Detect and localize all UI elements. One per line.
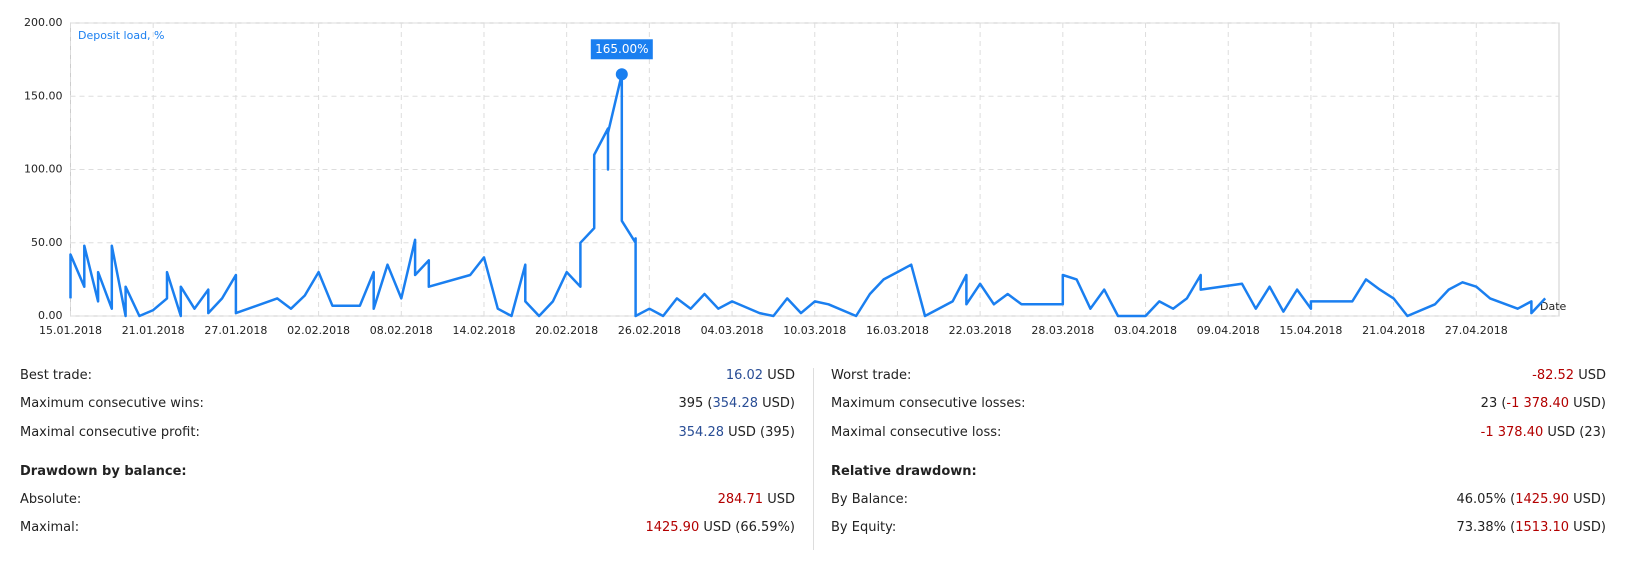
stat-value: 354.28 USD (395) bbox=[679, 425, 796, 440]
stat-value-part: 16.02 bbox=[725, 368, 764, 383]
x-tick-label: 27.04.2018 bbox=[1445, 324, 1508, 337]
peak-label-box bbox=[590, 39, 653, 60]
x-tick-label: 21.04.2018 bbox=[1362, 324, 1425, 337]
stat-value: 23 (-1 378.40 USD) bbox=[1481, 396, 1606, 411]
stat-value-part: USD bbox=[763, 368, 795, 383]
stat-value: -82.52 USD bbox=[1532, 368, 1606, 383]
stat-value: -1 378.40 USD (23) bbox=[1481, 425, 1606, 440]
y-tick-label: 150.00 bbox=[24, 89, 63, 102]
chart: Deposit load, % Date 0.00 50.00 100.00 150.… bbox=[24, 16, 1567, 337]
stat-heading: Drawdown by balance: bbox=[20, 464, 187, 479]
stat-value-part: 354.28 bbox=[678, 425, 725, 440]
stat-value: 395 (354.28 USD) bbox=[678, 396, 795, 411]
stat-label: By Equity: bbox=[831, 520, 897, 535]
stat-value: 284.71 USD bbox=[718, 492, 795, 507]
stat-row: Absolute: 284.71 USD bbox=[20, 492, 795, 512]
y-tick-label: 50.00 bbox=[31, 236, 63, 249]
x-tick-label: 14.02.2018 bbox=[452, 324, 515, 337]
stat-value-part: 23 ( bbox=[1480, 396, 1507, 411]
stat-label: Absolute: bbox=[20, 492, 82, 507]
x-tick-label: 03.04.2018 bbox=[1114, 324, 1177, 337]
stat-label: Maximum consecutive wins: bbox=[20, 396, 204, 411]
stat-row: By Equity: 73.38% (1513.10 USD) bbox=[831, 520, 1606, 540]
series-line bbox=[69, 73, 1547, 318]
x-tick-label: 16.03.2018 bbox=[866, 324, 929, 337]
x-tick-label: 27.01.2018 bbox=[204, 324, 267, 337]
stat-value-part: USD (23) bbox=[1543, 425, 1606, 440]
stat-row: Maximal consecutive loss: -1 378.40 USD (… bbox=[831, 425, 1606, 445]
x-tick-label: 28.03.2018 bbox=[1031, 324, 1094, 337]
divider bbox=[813, 368, 814, 550]
stat-value-part: -1 378.40 bbox=[1480, 425, 1544, 440]
stat-row: Maximal consecutive profit: 354.28 USD (3… bbox=[20, 425, 795, 445]
stat-value-part: USD) bbox=[1569, 396, 1606, 411]
stat-value-part: -1 378.40 bbox=[1506, 396, 1570, 411]
x-tick-label: 20.02.2018 bbox=[535, 324, 598, 337]
stat-value-part: 1425.90 bbox=[1515, 492, 1570, 507]
stat-value-part: USD) bbox=[758, 396, 795, 411]
stat-label: Worst trade: bbox=[831, 368, 912, 383]
y-tick-label: 200.00 bbox=[24, 16, 63, 29]
stat-label: Maximal consecutive profit: bbox=[20, 425, 200, 440]
stat-value-part: USD) bbox=[1569, 492, 1606, 507]
stat-value-part: 395 ( bbox=[678, 396, 713, 411]
stat-value-part: USD) bbox=[1569, 520, 1606, 535]
x-tick-label: 10.03.2018 bbox=[783, 324, 846, 337]
stat-value-part: 354.28 bbox=[712, 396, 759, 411]
stat-label: Maximum consecutive losses: bbox=[831, 396, 1026, 411]
x-tick-label: 26.02.2018 bbox=[618, 324, 681, 337]
stat-value-part: USD bbox=[1574, 368, 1606, 383]
peak-marker bbox=[615, 68, 628, 81]
stat-value-part: USD (66.59%) bbox=[699, 520, 795, 535]
stat-row: Best trade: 16.02 USD bbox=[20, 368, 795, 388]
stat-value-part: 46.05% ( bbox=[1456, 492, 1516, 507]
x-tick-label: 22.03.2018 bbox=[949, 324, 1012, 337]
x-tick-label: 02.02.2018 bbox=[287, 324, 350, 337]
stat-value-part: USD (395) bbox=[724, 425, 795, 440]
x-axis-label: Date bbox=[1540, 300, 1567, 313]
stat-row: Drawdown by balance: bbox=[20, 464, 795, 484]
stat-label: By Balance: bbox=[831, 492, 908, 507]
stat-row: Worst trade: -82.52 USD bbox=[831, 368, 1606, 388]
stat-value: 73.38% (1513.10 USD) bbox=[1456, 520, 1606, 535]
x-tick-label: 21.01.2018 bbox=[122, 324, 185, 337]
x-tick-label: 04.03.2018 bbox=[701, 324, 764, 337]
y-tick-label: 0.00 bbox=[38, 309, 63, 322]
x-tick-label: 15.04.2018 bbox=[1279, 324, 1342, 337]
stat-row: Maximum consecutive wins: 395 (354.28 USD… bbox=[20, 396, 795, 416]
stat-value: 46.05% (1425.90 USD) bbox=[1456, 492, 1606, 507]
legend-entry: Deposit load, % bbox=[78, 29, 165, 42]
stat-value-part: 1513.10 bbox=[1515, 520, 1570, 535]
x-tick-label: 15.01.2018 bbox=[39, 324, 102, 337]
stat-row: Relative drawdown: bbox=[831, 464, 1606, 484]
stat-row: Maximal: 1425.90 USD (66.59%) bbox=[20, 520, 795, 540]
stat-value: 1425.90 USD (66.59%) bbox=[645, 520, 795, 535]
stat-value: 16.02 USD bbox=[726, 368, 795, 383]
stat-label: Maximal consecutive loss: bbox=[831, 425, 1002, 440]
x-tick-label: 09.04.2018 bbox=[1197, 324, 1260, 337]
stat-label: Maximal: bbox=[20, 520, 80, 535]
peak-label: 165.00% bbox=[595, 42, 648, 56]
stat-row: By Balance: 46.05% (1425.90 USD) bbox=[831, 492, 1606, 512]
y-tick-label: 100.00 bbox=[24, 163, 63, 176]
stat-value-part: 73.38% ( bbox=[1456, 520, 1516, 535]
stat-value-part: -82.52 bbox=[1532, 368, 1575, 383]
x-tick-label: 08.02.2018 bbox=[370, 324, 433, 337]
stat-value-part: 284.71 bbox=[717, 492, 764, 507]
stat-label: Best trade: bbox=[20, 368, 92, 383]
stat-row: Maximum consecutive losses: 23 (-1 378.40… bbox=[831, 396, 1606, 416]
stat-value-part: USD bbox=[763, 492, 795, 507]
stat-value-part: 1425.90 bbox=[645, 520, 700, 535]
stat-heading: Relative drawdown: bbox=[831, 464, 977, 479]
